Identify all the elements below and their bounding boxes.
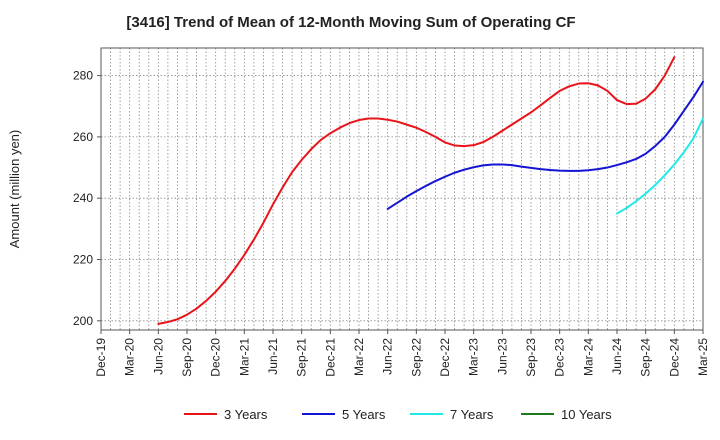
legend-label: 5 Years (342, 407, 386, 422)
x-tick-label: Mar-23 (467, 338, 481, 376)
x-tick-label: Jun-22 (381, 338, 395, 375)
x-tick-label: Dec-23 (553, 338, 567, 377)
x-tick-label: Mar-25 (696, 338, 710, 376)
legend-label: 7 Years (450, 407, 494, 422)
x-tick-label: Jun-21 (266, 338, 280, 375)
y-tick-label: 260 (73, 130, 93, 144)
y-tick-label: 220 (73, 253, 93, 267)
series-line-2 (386, 80, 704, 210)
x-tick-label: Dec-22 (438, 338, 452, 377)
x-tick-label: Sep-23 (524, 338, 538, 377)
chart-title: [3416] Trend of Mean of 12-Month Moving … (126, 14, 575, 31)
x-tick-label: Jun-20 (151, 338, 165, 375)
x-tick-label: Dec-20 (209, 338, 223, 377)
x-tick-label: Jun-24 (610, 338, 624, 375)
x-tick-label: Mar-24 (581, 338, 595, 376)
x-axis: Dec-19 Mar-20 Jun-20 Sep-20 Dec-20 Mar-21 Jun-… (94, 330, 710, 377)
x-tick-label: Sep-22 (409, 338, 423, 377)
legend-label: 3 Years (224, 407, 268, 422)
x-tick-label: Mar-20 (123, 338, 137, 376)
x-tick-label: Sep-21 (295, 338, 309, 377)
x-tick-label: Dec-24 (667, 338, 681, 377)
grid-lines (100, 47, 704, 331)
plot-area (101, 48, 703, 330)
series-line-3 (616, 117, 704, 215)
legend: 3 Years 5 Years 7 Years 10 Years (184, 407, 612, 422)
plot-border (100, 47, 704, 331)
x-tick-label: Dec-21 (323, 338, 337, 377)
series-group (157, 56, 704, 325)
y-tick-label: 200 (73, 314, 93, 328)
x-tick-label: Mar-22 (352, 338, 366, 376)
x-tick-label: Jun-23 (495, 338, 509, 375)
y-tick-label: 240 (73, 191, 93, 205)
legend-label: 10 Years (561, 407, 612, 422)
x-tick-label: Sep-24 (639, 338, 653, 377)
y-tick-label: 280 (73, 69, 93, 83)
x-tick-label: Dec-19 (94, 338, 108, 377)
series-line-1 (157, 56, 676, 325)
y-axis-label: Amount (million yen) (7, 130, 22, 249)
x-tick-label: Sep-20 (180, 338, 194, 377)
x-tick-label: Mar-21 (237, 338, 251, 376)
y-axis: 200 220 240 260 280 (73, 69, 101, 328)
